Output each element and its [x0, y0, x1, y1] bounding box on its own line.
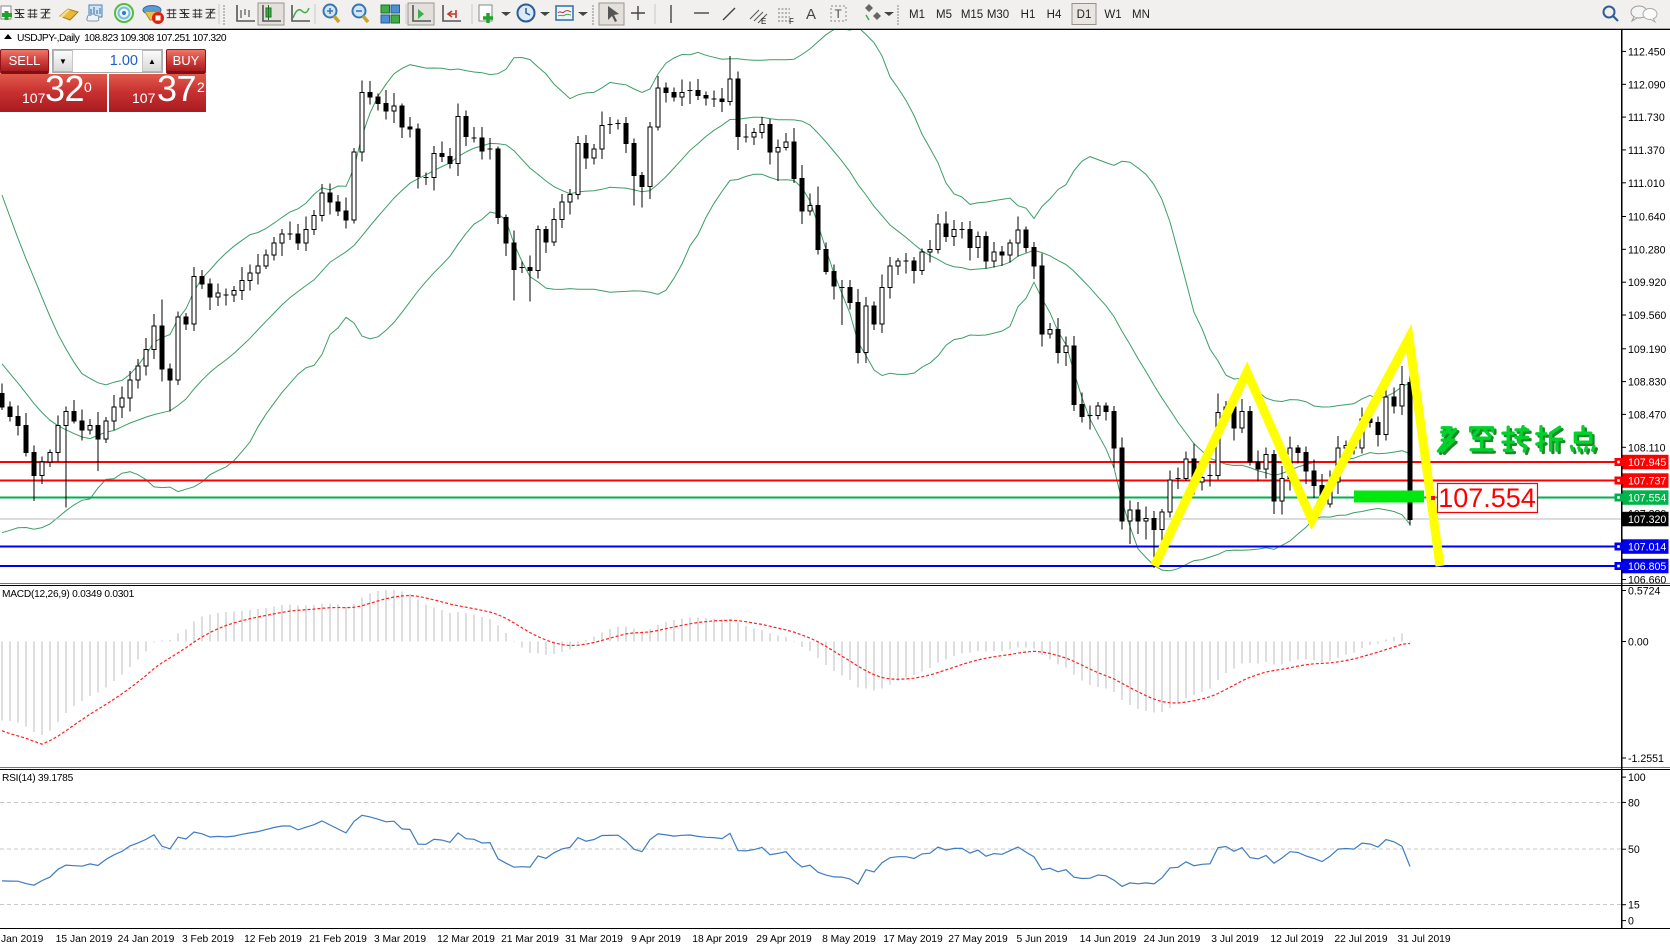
svg-text:109.190: 109.190: [1628, 344, 1666, 356]
svg-text:29 Apr 2019: 29 Apr 2019: [756, 934, 812, 945]
svg-text:50: 50: [1628, 844, 1640, 856]
svg-text:M15: M15: [961, 9, 983, 21]
svg-text:18 Apr 2019: 18 Apr 2019: [692, 934, 748, 945]
svg-text:3 Jul 2019: 3 Jul 2019: [1211, 934, 1259, 945]
svg-text:W1: W1: [1104, 9, 1121, 21]
svg-text:106.660: 106.660: [1628, 575, 1666, 587]
svg-text:8 May 2019: 8 May 2019: [822, 934, 876, 945]
svg-text:107.554: 107.554: [1438, 483, 1536, 513]
svg-text:14 Jun 2019: 14 Jun 2019: [1080, 934, 1137, 945]
svg-text:21 Feb 2019: 21 Feb 2019: [309, 934, 367, 945]
svg-text:M30: M30: [987, 9, 1009, 21]
svg-text:108.110: 108.110: [1628, 442, 1666, 454]
svg-text:107.320: 107.320: [1628, 514, 1666, 526]
svg-text:12 Mar 2019: 12 Mar 2019: [437, 934, 495, 945]
svg-text:111.370: 111.370: [1628, 145, 1665, 157]
svg-text:0: 0: [1628, 916, 1634, 928]
svg-text:108.470: 108.470: [1628, 409, 1666, 421]
svg-text:108.830: 108.830: [1628, 377, 1666, 389]
svg-text:80: 80: [1628, 797, 1640, 809]
svg-text:21 Mar 2019: 21 Mar 2019: [501, 934, 559, 945]
svg-text:12 Jul 2019: 12 Jul 2019: [1270, 934, 1324, 945]
svg-text:31 Mar 2019: 31 Mar 2019: [565, 934, 623, 945]
svg-text:USDJPY-,Daily 108.823 109.308: USDJPY-,Daily 108.823 109.308 107.251 10…: [17, 33, 227, 44]
svg-text:109.560: 109.560: [1628, 310, 1666, 322]
svg-text:24 Jan 2019: 24 Jan 2019: [118, 934, 175, 945]
svg-text:H4: H4: [1047, 9, 1062, 21]
svg-text:M5: M5: [936, 9, 952, 21]
svg-text:27 May 2019: 27 May 2019: [948, 934, 1008, 945]
svg-text:22 Jul 2019: 22 Jul 2019: [1334, 934, 1388, 945]
svg-text:A: A: [806, 6, 816, 23]
svg-text:E: E: [761, 17, 766, 26]
svg-text:107.737: 107.737: [1628, 476, 1666, 488]
svg-text:-1.2551: -1.2551: [1628, 753, 1664, 765]
svg-text:5 Jun 2019: 5 Jun 2019: [1017, 934, 1068, 945]
svg-text:Jan 2019: Jan 2019: [1, 934, 44, 945]
svg-text:107.554: 107.554: [1628, 493, 1666, 505]
svg-text:H1: H1: [1021, 9, 1036, 21]
svg-text:D1: D1: [1077, 9, 1092, 21]
svg-text:15: 15: [1628, 900, 1640, 912]
svg-text:3 Feb 2019: 3 Feb 2019: [182, 934, 234, 945]
svg-text:3 Mar 2019: 3 Mar 2019: [374, 934, 426, 945]
svg-text:110.280: 110.280: [1628, 244, 1666, 256]
svg-text:9 Apr 2019: 9 Apr 2019: [631, 934, 681, 945]
svg-text:110.640: 110.640: [1628, 212, 1666, 224]
svg-text:24 Jun 2019: 24 Jun 2019: [1144, 934, 1201, 945]
svg-text:F: F: [789, 17, 794, 26]
svg-text:T: T: [835, 7, 843, 21]
svg-text:MN: MN: [1132, 9, 1150, 21]
svg-text:M1: M1: [909, 9, 925, 21]
svg-text:109.920: 109.920: [1628, 277, 1666, 289]
svg-text:112.450: 112.450: [1628, 46, 1666, 58]
svg-text:107.014: 107.014: [1628, 542, 1666, 554]
svg-text:RSI(14) 39.1785: RSI(14) 39.1785: [2, 773, 74, 784]
svg-text:106.805: 106.805: [1628, 561, 1666, 573]
svg-text:112.090: 112.090: [1628, 79, 1666, 91]
svg-text:111.010: 111.010: [1628, 178, 1665, 190]
svg-text:12 Feb 2019: 12 Feb 2019: [244, 934, 302, 945]
svg-text:MACD(12,26,9) 0.0349 0.0301: MACD(12,26,9) 0.0349 0.0301: [2, 589, 135, 600]
svg-text:31 Jul 2019: 31 Jul 2019: [1397, 934, 1451, 945]
svg-text:15 Jan 2019: 15 Jan 2019: [56, 934, 113, 945]
svg-text:0.00: 0.00: [1628, 637, 1649, 649]
svg-text:17 May 2019: 17 May 2019: [883, 934, 943, 945]
svg-text:107.945: 107.945: [1628, 457, 1666, 469]
svg-text:0.5724: 0.5724: [1628, 586, 1661, 598]
svg-text:100: 100: [1628, 772, 1646, 784]
svg-text:111.730: 111.730: [1628, 112, 1665, 124]
